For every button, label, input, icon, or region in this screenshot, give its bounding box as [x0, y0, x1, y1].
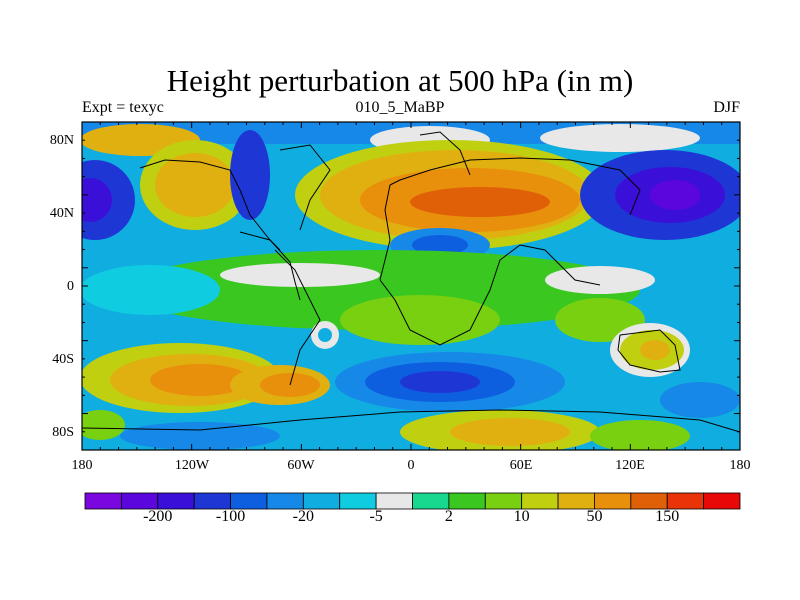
colorbar-swatch	[521, 492, 559, 510]
colorbar-swatch	[448, 492, 486, 510]
colorbar-swatch	[157, 492, 195, 510]
colorbar-label: -5	[369, 508, 383, 525]
colorbar-swatch	[302, 492, 341, 510]
lon-tick-label: 0	[407, 458, 415, 473]
colorbar-swatch	[666, 492, 705, 510]
height-field	[82, 122, 740, 450]
colorbar-swatch	[484, 492, 523, 510]
colorbar-swatch	[120, 492, 159, 510]
colorbar-swatch	[557, 492, 595, 510]
colorbar-label: -100	[215, 508, 246, 525]
lat-tick-label: 0	[67, 279, 74, 294]
colorbar-swatch	[703, 492, 741, 510]
colorbar-label: 150	[655, 508, 680, 525]
figure-title: Height perturbation at 500 hPa (in m)	[166, 63, 634, 98]
colorbar	[84, 492, 741, 510]
colorbar-swatch	[266, 492, 304, 510]
lon-tick-label: 60W	[287, 458, 315, 473]
colorbar-swatch	[375, 492, 413, 510]
lon-tick-label: 60E	[509, 458, 533, 473]
lon-tick-label: 120E	[615, 458, 645, 473]
colorbar-swatch	[193, 492, 231, 510]
colorbar-swatch	[84, 492, 122, 510]
lat-tick-label: 40S	[52, 352, 74, 367]
colorbar-swatch	[594, 492, 632, 510]
colorbar-label: -200	[143, 508, 173, 525]
colorbar-swatch	[412, 492, 450, 510]
colorbar-swatch	[630, 492, 668, 510]
lat-tick-label: 40N	[49, 206, 74, 221]
lat-tick-label: 80S	[52, 425, 74, 440]
lon-tick-label: 180	[71, 458, 93, 473]
run-label: 010_5_MaBP	[355, 99, 445, 116]
colorbar-label: 10	[513, 508, 530, 525]
season-label: DJF	[713, 99, 740, 116]
coastlines	[82, 131, 740, 433]
colorbar-swatch	[230, 492, 268, 510]
colorbar-label: -20	[292, 508, 314, 525]
lat-tick-label: 80N	[49, 133, 74, 148]
colorbar-swatch	[339, 492, 377, 510]
lon-tick-label: 180	[729, 458, 751, 473]
colorbar-label: 2	[444, 508, 453, 525]
experiment-label: Expt = texyc	[82, 99, 164, 116]
lon-tick-label: 120W	[174, 458, 210, 473]
colorbar-label: 50	[586, 508, 603, 525]
